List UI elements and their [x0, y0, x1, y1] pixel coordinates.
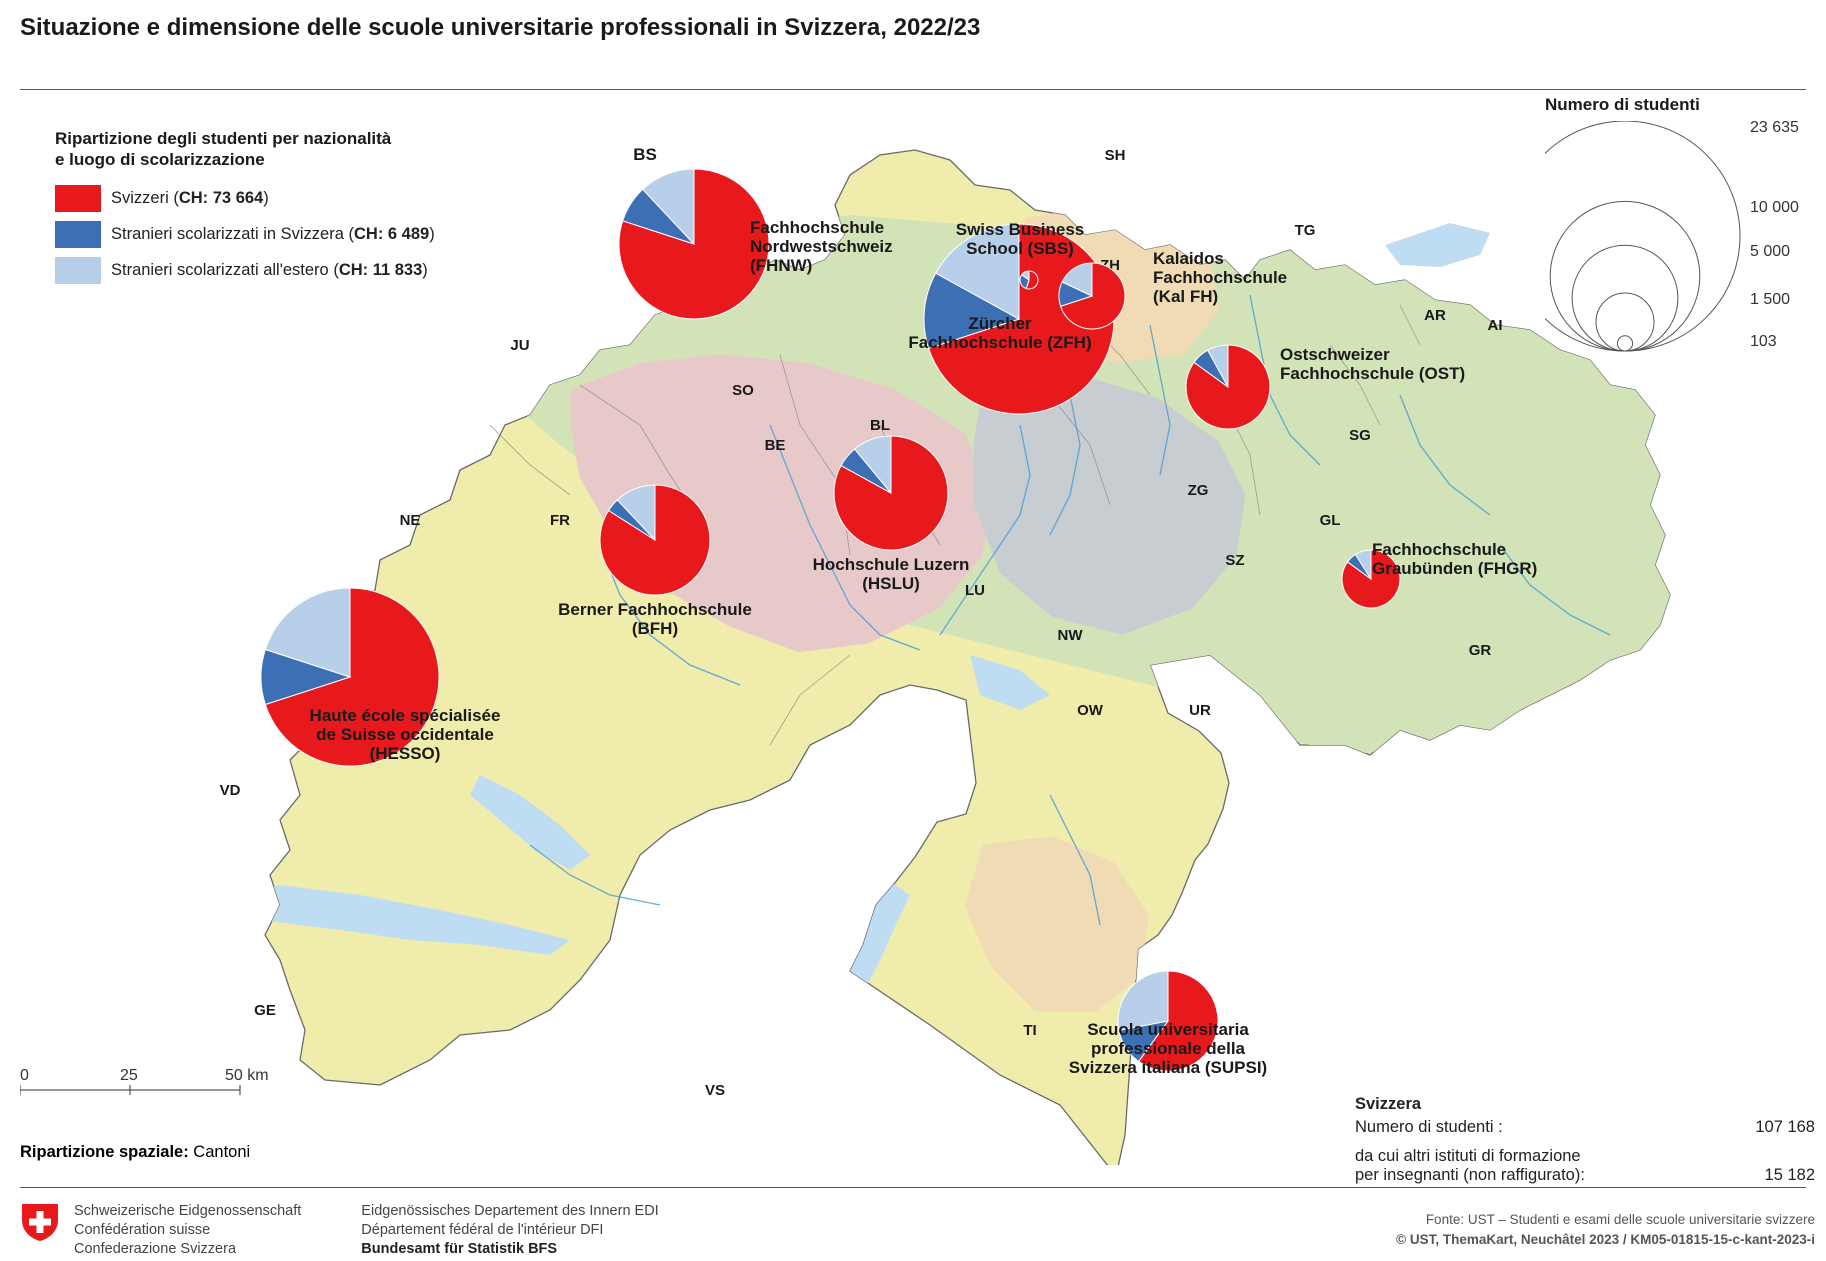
svg-text:NW: NW — [1058, 627, 1084, 644]
svg-text:Graubünden (FHGR): Graubünden (FHGR) — [1372, 559, 1537, 578]
svg-text:Berner Fachhochschule: Berner Fachhochschule — [558, 600, 752, 619]
svg-text:(FHNW): (FHNW) — [750, 256, 812, 275]
svg-text:SG: SG — [1349, 427, 1371, 444]
svg-text:1 500: 1 500 — [1750, 291, 1790, 308]
svg-text:FR: FR — [550, 512, 570, 529]
svg-text:BL: BL — [870, 417, 890, 434]
svg-text:Zürcher: Zürcher — [968, 314, 1032, 333]
svg-text:(HSLU): (HSLU) — [862, 574, 920, 593]
svg-text:GE: GE — [254, 1002, 276, 1019]
svg-text:SH: SH — [1105, 147, 1126, 164]
svg-text:23 635: 23 635 — [1750, 121, 1799, 136]
svg-text:Fachhochschule (ZFH): Fachhochschule (ZFH) — [908, 333, 1091, 352]
svg-text:AI: AI — [1488, 317, 1503, 334]
svg-text:GL: GL — [1320, 512, 1341, 529]
svg-text:Fachhochschule: Fachhochschule — [750, 218, 884, 237]
svg-text:de Suisse occidentale: de Suisse occidentale — [316, 725, 494, 744]
svg-text:Fachhochschule (OST): Fachhochschule (OST) — [1280, 364, 1465, 383]
svg-text:LU: LU — [965, 582, 985, 599]
svg-text:10 000: 10 000 — [1750, 199, 1799, 216]
svg-text:TI: TI — [1023, 1022, 1036, 1039]
svg-text:professionale della: professionale della — [1091, 1039, 1246, 1058]
svg-text:ZG: ZG — [1188, 482, 1209, 499]
svg-text:Nordwestschweiz: Nordwestschweiz — [750, 237, 893, 256]
svg-text:0: 0 — [20, 1067, 29, 1084]
svg-text:SO: SO — [732, 382, 754, 399]
svg-text:(HESSO): (HESSO) — [370, 744, 441, 763]
svg-text:AR: AR — [1424, 307, 1446, 324]
svg-text:50 km: 50 km — [225, 1067, 269, 1084]
svg-text:School (SBS): School (SBS) — [966, 239, 1074, 258]
svg-text:Scuola universitaria: Scuola universitaria — [1087, 1020, 1249, 1039]
svg-text:(BFH): (BFH) — [632, 619, 678, 638]
svg-text:TG: TG — [1295, 222, 1316, 239]
svg-text:VD: VD — [220, 782, 241, 799]
svg-text:Haute école spécialisée: Haute école spécialisée — [310, 706, 501, 725]
svg-text:Fachhochschule: Fachhochschule — [1153, 268, 1287, 287]
svg-text:Swiss Business: Swiss Business — [956, 220, 1085, 239]
svg-text:25: 25 — [120, 1067, 138, 1084]
svg-text:JU: JU — [510, 337, 529, 354]
svg-text:BS: BS — [633, 145, 657, 164]
svg-text:NE: NE — [400, 512, 421, 529]
svg-text:Hochschule Luzern: Hochschule Luzern — [813, 555, 970, 574]
svg-text:UR: UR — [1189, 702, 1211, 719]
svg-text:OW: OW — [1077, 702, 1104, 719]
svg-text:GR: GR — [1469, 642, 1492, 659]
svg-text:BE: BE — [765, 437, 786, 454]
svg-text:Svizzera italiana (SUPSI): Svizzera italiana (SUPSI) — [1069, 1058, 1267, 1077]
svg-text:Ostschweizer: Ostschweizer — [1280, 345, 1390, 364]
svg-text:103: 103 — [1750, 333, 1777, 350]
svg-text:Kalaidos: Kalaidos — [1153, 249, 1224, 268]
svg-text:(Kal FH): (Kal FH) — [1153, 287, 1218, 306]
svg-text:5 000: 5 000 — [1750, 243, 1790, 260]
svg-text:SZ: SZ — [1225, 552, 1244, 569]
svg-text:VS: VS — [705, 1082, 725, 1099]
svg-text:Fachhochschule: Fachhochschule — [1372, 540, 1506, 559]
